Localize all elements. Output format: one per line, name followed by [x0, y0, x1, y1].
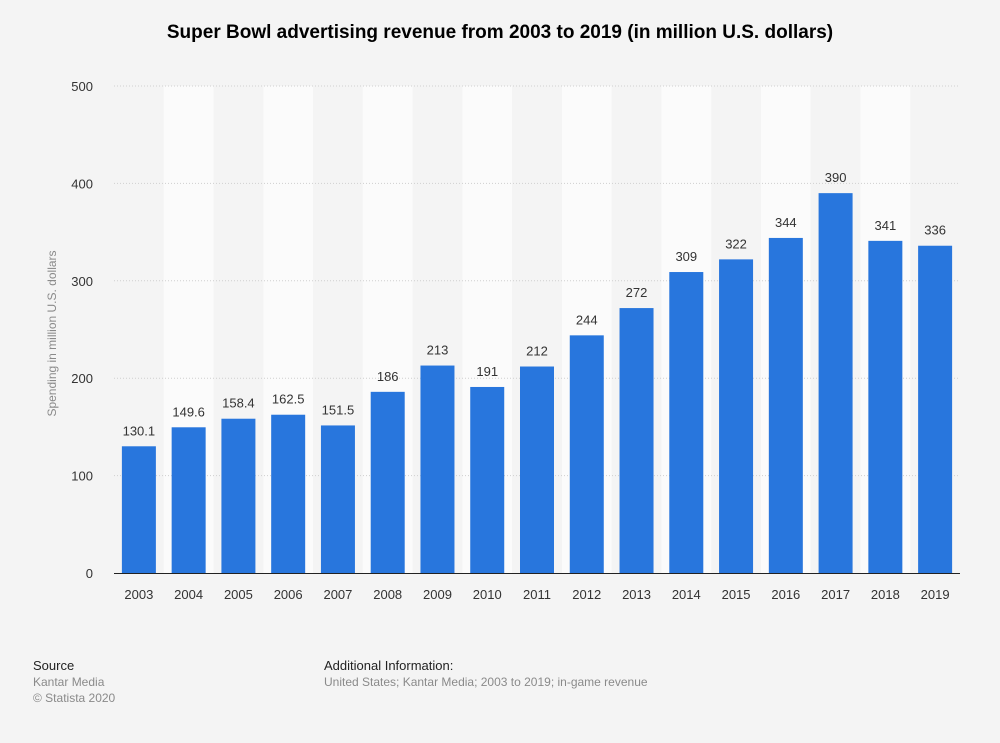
value-label: 344 [775, 215, 797, 230]
value-label: 309 [675, 249, 697, 264]
y-tick-label: 100 [71, 469, 93, 484]
value-label: 213 [427, 343, 449, 358]
value-label: 322 [725, 236, 747, 251]
x-tick-label: 2011 [523, 587, 551, 602]
bar-2007[interactable] [320, 425, 355, 573]
y-axis-label: Spending in million U.S. dollars [45, 250, 59, 416]
bar-2018[interactable] [868, 240, 903, 573]
x-tick-label: 2014 [672, 587, 701, 602]
y-tick-label: 400 [71, 176, 93, 191]
x-tick-label: 2006 [274, 587, 303, 602]
value-label: 341 [875, 218, 897, 233]
bar-chart: 0 100 200 300 400 500 130.1 149.6 158.4 162.5 151… [45, 79, 960, 602]
y-tick-label: 500 [71, 79, 93, 94]
x-tick-label: 2005 [224, 587, 253, 602]
x-tick-label: 2016 [771, 587, 800, 602]
bar-2006[interactable] [271, 414, 306, 573]
y-axis-ticks: 0 100 200 300 400 500 [71, 79, 93, 581]
bar-2010[interactable] [470, 386, 505, 573]
info-text: United States; Kantar Media; 2003 to 201… [324, 675, 648, 689]
x-tick-label: 2015 [722, 587, 751, 602]
value-label: 191 [476, 364, 498, 379]
value-label: 186 [377, 369, 399, 384]
bar-2019[interactable] [918, 245, 953, 573]
value-label: 151.5 [322, 402, 355, 417]
x-tick-label: 2008 [373, 587, 402, 602]
bar-2012[interactable] [569, 335, 604, 573]
x-tick-label: 2009 [423, 587, 452, 602]
bar-2005[interactable] [221, 418, 256, 573]
value-label: 244 [576, 312, 598, 327]
bar-2014[interactable] [669, 272, 704, 573]
info-title: Additional Information: [324, 658, 454, 673]
bar-2017[interactable] [818, 193, 853, 573]
bar-2004[interactable] [171, 427, 206, 573]
value-label: 272 [626, 285, 648, 300]
x-tick-label: 2003 [124, 587, 153, 602]
x-axis-ticks: 2003 2004 2005 2006 2007 2008 2009 2010 2011 2012… [124, 587, 949, 602]
source-title: Source [33, 658, 75, 673]
y-tick-label: 300 [71, 274, 93, 289]
bar-2003[interactable] [121, 446, 156, 573]
additional-info-block: Additional Information: United States; K… [324, 658, 648, 690]
value-label: 390 [825, 170, 847, 185]
x-tick-label: 2019 [921, 587, 950, 602]
value-label: 162.5 [272, 392, 305, 407]
bars [121, 193, 953, 573]
y-tick-label: 200 [71, 371, 93, 386]
bar-2009[interactable] [420, 365, 455, 573]
x-tick-label: 2013 [622, 587, 651, 602]
bar-2016[interactable] [768, 237, 803, 573]
bar-2013[interactable] [619, 308, 654, 573]
y-tick-label: 0 [86, 566, 93, 581]
value-label: 130.1 [123, 423, 156, 438]
x-tick-label: 2017 [821, 587, 850, 602]
bar-2015[interactable] [719, 259, 754, 573]
copyright: © Statista 2020 [33, 691, 116, 705]
bar-2011[interactable] [520, 366, 554, 573]
value-label: 149.6 [172, 404, 205, 419]
value-label: 212 [526, 344, 548, 359]
value-label: 158.4 [222, 396, 255, 411]
value-label: 336 [924, 223, 946, 238]
x-tick-label: 2007 [323, 587, 352, 602]
chart-title: Super Bowl advertising revenue from 2003… [166, 22, 834, 43]
x-tick-label: 2018 [871, 587, 900, 602]
x-tick-label: 2004 [174, 587, 203, 602]
x-tick-label: 2010 [473, 587, 502, 602]
x-tick-label: 2012 [572, 587, 601, 602]
bar-2008[interactable] [370, 391, 405, 573]
source-block: Source Kantar Media © Statista 2020 [33, 658, 115, 706]
value-labels: 130.1 149.6 158.4 162.5 151.5 186 213 191 212 244… [123, 170, 946, 438]
source-name[interactable]: Kantar Media [33, 675, 105, 689]
